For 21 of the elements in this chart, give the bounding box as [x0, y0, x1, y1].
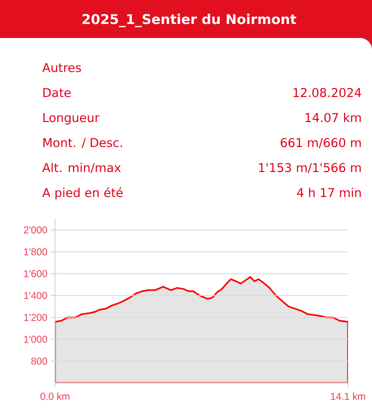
text: Autres — [42, 63, 81, 72]
text: Mont. / Desc. — [43, 138, 122, 148]
text: Longueur — [43, 113, 100, 125]
text: A pied en été — [42, 187, 123, 200]
y-tick-label: 1'200 — [24, 314, 48, 321]
x-tick-label: 14.1 km — [331, 392, 366, 400]
text: 661 m/660 m — [280, 138, 361, 148]
y-tick-label: 800 — [31, 358, 48, 365]
text: 1'153 m/1'566 m — [259, 162, 361, 174]
y-tick-label: 1'800 — [24, 248, 48, 256]
chart-title: 2025_1_Sentier du Noirmont — [82, 14, 296, 28]
text: 12.08.2024 — [294, 88, 362, 98]
y-tick-label: 1'600 — [24, 270, 48, 278]
text: Date — [43, 88, 71, 98]
text: Alt. min/max — [42, 162, 121, 174]
x-tick-label: 0.0 km — [40, 392, 70, 400]
text: 14.07 km — [306, 112, 361, 122]
y-tick-label: 1'000 — [24, 336, 48, 343]
y-tick-label: 2'000 — [24, 226, 48, 234]
text: 4 h 17 min — [296, 188, 361, 198]
y-tick-label: 1'400 — [24, 292, 48, 300]
